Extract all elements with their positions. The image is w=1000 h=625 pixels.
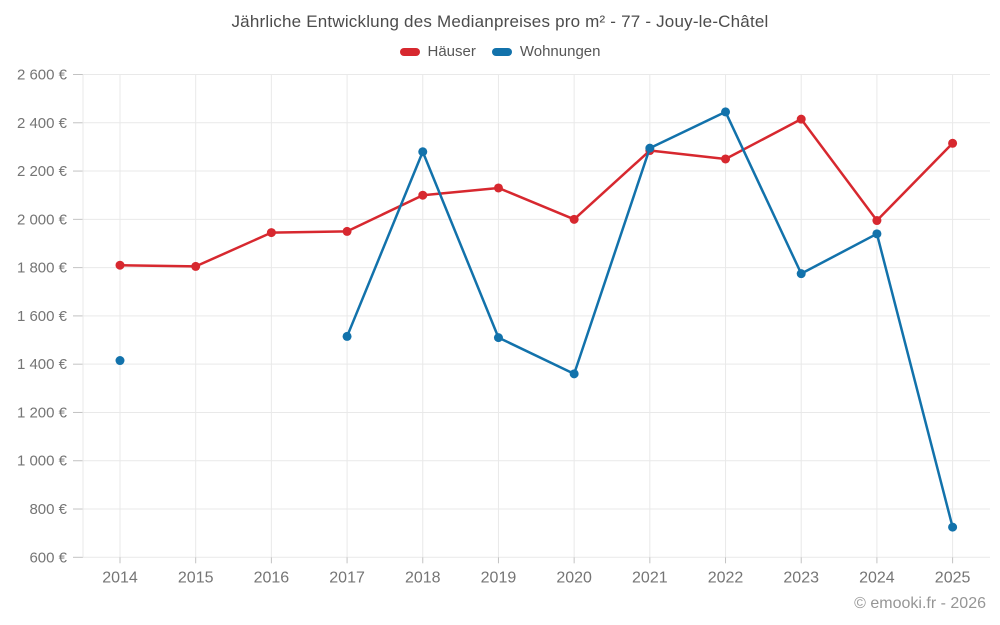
legend-item-haeuser: Häuser — [399, 43, 476, 60]
data-point-haeuser — [948, 138, 958, 148]
x-tick-label: 2020 — [556, 569, 592, 586]
data-point-haeuser — [569, 214, 579, 224]
x-tick-label: 2022 — [708, 569, 744, 586]
chart-legend: Häuser Wohnungen — [0, 43, 1000, 60]
data-point-wohnungen — [872, 229, 882, 239]
data-point-haeuser — [191, 261, 201, 271]
x-tick-label: 2025 — [935, 569, 971, 586]
data-point-haeuser — [721, 154, 731, 164]
x-tick-label: 2021 — [632, 569, 668, 586]
data-point-wohnungen — [342, 331, 352, 341]
data-point-haeuser — [872, 216, 882, 226]
x-tick-label: 2015 — [178, 569, 214, 586]
haeuser-swatch-icon — [399, 47, 420, 56]
data-point-wohnungen — [418, 147, 428, 157]
y-tick-label: 800 € — [29, 501, 67, 518]
y-tick-label: 600 € — [29, 549, 67, 566]
data-point-wohnungen — [948, 522, 958, 532]
data-point-wohnungen — [493, 333, 503, 343]
x-tick-label: 2023 — [783, 569, 819, 586]
x-tick-label: 2017 — [329, 569, 365, 586]
wohnungen-swatch-icon — [491, 47, 512, 56]
y-tick-label: 1 000 € — [17, 453, 68, 470]
legend-label-haeuser: Häuser — [427, 43, 476, 60]
x-tick-label: 2024 — [859, 569, 895, 586]
series-line-haeuser — [118, 117, 954, 268]
y-tick-label: 1 600 € — [17, 308, 68, 325]
y-tick-label: 2 000 € — [17, 211, 68, 228]
legend-label-wohnungen: Wohnungen — [519, 43, 601, 60]
y-tick-label: 2 400 € — [17, 115, 68, 132]
data-point-wohnungen — [569, 369, 579, 379]
data-point-haeuser — [418, 190, 428, 200]
y-tick-label: 2 600 € — [17, 67, 68, 84]
data-point-wohnungen — [796, 269, 806, 279]
data-point-wohnungen — [645, 143, 655, 153]
data-point-wohnungen — [721, 107, 731, 117]
data-point-haeuser — [266, 228, 276, 238]
chart-title: Jährliche Entwicklung des Medianpreises … — [231, 12, 769, 31]
data-point-haeuser — [796, 114, 806, 124]
legend-item-wohnungen: Wohnungen — [491, 43, 601, 60]
data-point-haeuser — [342, 226, 352, 236]
x-tick-label: 2014 — [102, 569, 138, 586]
y-tick-label: 1 400 € — [17, 356, 68, 373]
watermark: © emooki.fr - 2026 — [854, 595, 986, 612]
y-tick-label: 1 800 € — [17, 260, 68, 277]
data-point-haeuser — [115, 260, 125, 270]
x-tick-label: 2018 — [405, 569, 441, 586]
y-tick-label: 2 200 € — [17, 163, 68, 180]
x-tick-label: 2019 — [481, 569, 517, 586]
y-tick-label: 1 200 € — [17, 404, 68, 421]
data-point-wohnungen — [115, 356, 125, 366]
x-tick-label: 2016 — [254, 569, 290, 586]
data-point-haeuser — [493, 183, 503, 193]
